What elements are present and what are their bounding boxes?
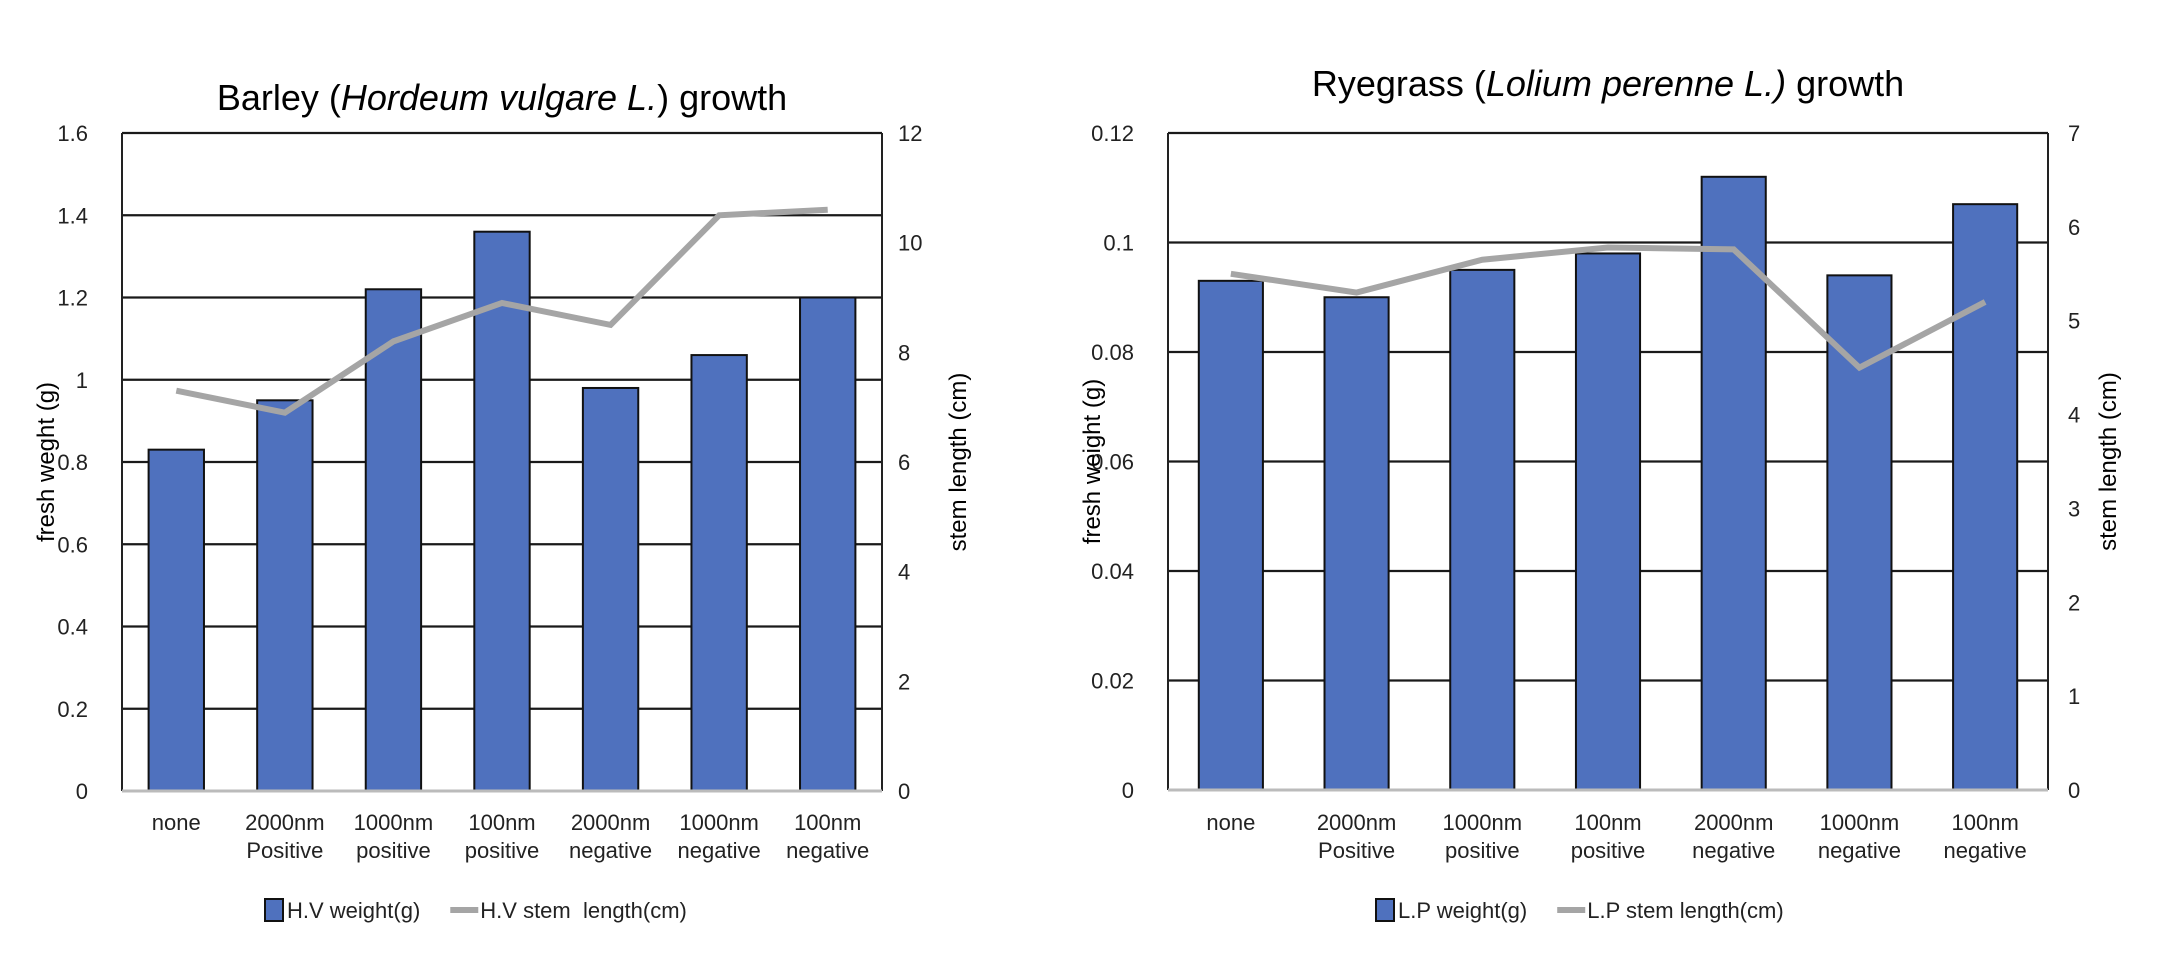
y-tick-label: 0.08 [1091,340,1134,365]
y2-tick-label: 0 [2068,778,2080,803]
x-tick-label: 1000nm [1443,810,1523,835]
x-tick-label: 100nm [1574,810,1641,835]
y-tick-label: 0 [1122,778,1134,803]
y-tick-label: 0.04 [1091,559,1134,584]
bar [473,230,531,792]
x-tick-label: negative [1692,838,1775,863]
y2-tick-label: 12 [898,121,922,146]
y-tick-label: 1.4 [57,203,88,228]
chart-title: Barley (Hordeum vulgare L.) growth [217,77,787,118]
y2-tick-label: 2 [898,669,910,694]
legend-label-weight: H.V weight(g) [287,898,420,923]
x-tick-label: positive [1571,838,1646,863]
x-tick-label: 2000nm [1317,810,1397,835]
y-tick-label: 0.12 [1091,121,1134,146]
y2-tick-label: 2 [2068,590,2080,615]
x-tick-label: 100nm [468,810,535,835]
x-tick-label: 1000nm [354,810,434,835]
y-axis-title: fresh weght (g) [33,382,60,542]
legend-label-stem: H.V stem length(cm) [480,898,687,923]
bar [1197,279,1264,791]
x-tick-label: 100nm [1952,810,2019,835]
legend-label-weight: L.P weight(g) [1398,898,1527,923]
title-prefix: Ryegrass ( [1312,63,1486,104]
x-tick-label: negative [1818,838,1901,863]
x-tick-label: positive [1445,838,1520,863]
y2-tick-label: 5 [2068,309,2080,334]
y-axis-title: fresh weight (g) [1079,379,1106,544]
bar [690,354,748,792]
x-tick-label: positive [356,838,431,863]
legend-label-stem: L.P stem length(cm) [1587,898,1783,923]
y2-axis-title: stem length (cm) [945,373,972,552]
title-species: Lolium perenne L.) [1486,63,1786,104]
x-tick-label: negative [678,838,761,863]
bar [1574,252,1642,791]
chart-title: Ryegrass (Lolium perenne L.) growth [1312,63,1904,104]
y-tick-label: 0.8 [57,450,88,475]
x-tick-label: Positive [246,838,323,863]
y-tick-label: 0.2 [57,697,88,722]
y2-tick-label: 6 [898,450,910,475]
x-tick-label: negative [1944,838,2027,863]
y2-tick-label: 10 [898,231,922,256]
x-tick-label: none [152,810,201,835]
y2-axis-title: stem length (cm) [2095,372,2122,551]
y-tick-label: 0.1 [1103,231,1134,256]
y2-tick-label: 1 [2068,684,2080,709]
y-tick-label: 0.6 [57,532,88,557]
bar [256,399,314,792]
y-tick-label: 1.2 [57,286,88,311]
legend-swatch-bar [264,898,284,922]
chart-1: Barley (Hordeum vulgare L.) growth 0 0.2 0.… [33,77,972,923]
title-suffix: ) growth [657,77,787,118]
x-tick-label: negative [786,838,869,863]
x-tick-label: 1000nm [1820,810,1900,835]
y-tick-label: 0 [76,779,88,804]
x-tick-label: 2000nm [571,810,651,835]
x-tick-label: 100nm [794,810,861,835]
y-tick-label: 1 [76,368,88,393]
x-tick-label: Positive [1318,838,1395,863]
x-tick-label: 2000nm [245,810,325,835]
legend: L.P weight(g) L.P stem length(cm) [1375,898,1784,923]
x-tick-label: negative [569,838,652,863]
y2-tick-label: 3 [2068,496,2080,521]
x-tick-label: none [1206,810,1255,835]
x-tick-label: 1000nm [679,810,759,835]
legend-swatch-bar [1375,898,1395,922]
legend: H.V weight(g) H.V stem length(cm) [264,898,687,923]
bar [364,288,423,792]
bar [581,386,640,792]
bar [1449,268,1516,791]
x-tick-label: positive [465,838,540,863]
y-tick-label: 1.6 [57,121,88,146]
title-suffix: growth [1786,63,1904,104]
y-tick-label: 0.06 [1091,450,1134,475]
chart-2: Ryegrass (Lolium perenne L.) growth 0 0.02… [1079,63,2122,923]
y-tick-label: 0.4 [57,615,88,640]
title-prefix: Barley ( [217,77,341,118]
bar [1952,203,2019,792]
y2-tick-label: 8 [898,340,910,365]
y2-tick-label: 4 [2068,403,2080,428]
title-species: Hordeum vulgare L. [341,77,657,118]
y2-tick-label: 0 [898,779,910,804]
bar [147,448,205,792]
y2-tick-label: 7 [2068,121,2080,146]
bar [799,296,857,792]
x-tick-label: 2000nm [1694,810,1774,835]
y2-tick-label: 4 [898,560,910,585]
y2-tick-label: 6 [2068,215,2080,240]
bar [1323,296,1390,791]
y-tick-label: 0.02 [1091,669,1134,694]
